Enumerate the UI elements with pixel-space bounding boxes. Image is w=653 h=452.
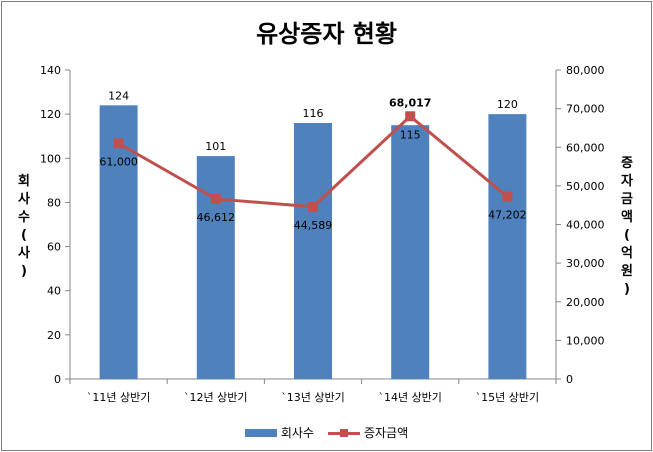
legend-item-companies[interactable]: 회사수 (244, 424, 314, 441)
y-right-tick-label: 60,000 (566, 141, 605, 154)
y-right-tick-label: 30,000 (566, 257, 605, 270)
line-value-label: 44,589 (294, 219, 333, 232)
line-point[interactable] (502, 191, 513, 202)
line-point[interactable] (405, 111, 416, 122)
legend-swatch-line (327, 428, 360, 438)
legend-label-amount: 증자금액 (363, 426, 409, 440)
y-left-tick-label: 40 (47, 285, 61, 298)
y-left-tick-label: 120 (40, 108, 61, 121)
y-right-tick-label: 80,000 (566, 64, 605, 77)
x-tick-label: `12년 상반기 (184, 391, 247, 404)
line-value-label: 46,612 (197, 211, 236, 224)
x-tick-label: `13년 상반기 (281, 391, 344, 404)
y-right-tick-label: 40,000 (566, 219, 605, 232)
y-right-tick-label: 70,000 (566, 103, 605, 116)
bar-value-label: 115 (400, 128, 421, 141)
bar-value-label: 124 (108, 89, 129, 102)
bar[interactable] (196, 156, 235, 379)
bar-value-label: 101 (205, 140, 226, 153)
legend-label-companies: 회사수 (280, 426, 314, 440)
line-point[interactable] (308, 201, 318, 212)
y-right-axis-title: 증 자 금 액(억 원) (621, 156, 633, 297)
y-right-tick-label: 50,000 (566, 180, 605, 193)
y-right-tick-label: 0 (566, 373, 573, 386)
bar-value-label: 120 (497, 98, 518, 111)
y-left-tick-label: 140 (40, 64, 61, 77)
y-left-tick-label: 60 (47, 241, 61, 254)
chart-title: 유상증자 현황 (256, 20, 397, 48)
y-right-tick-label: 10,000 (566, 334, 605, 347)
bar[interactable] (488, 114, 527, 380)
line-value-label: 47,202 (488, 209, 527, 222)
legend-swatch-bar (244, 428, 277, 437)
x-tick-label: `11년 상반기 (87, 391, 150, 404)
bar-value-label: 116 (303, 107, 324, 120)
bar[interactable] (294, 122, 332, 379)
y-left-tick-label: 0 (54, 373, 61, 386)
x-tick-label: `14년 상반기 (378, 391, 441, 404)
line-value-label: 61,000 (99, 155, 138, 168)
line-value-label: 68,017 (389, 96, 431, 109)
x-tick-label: `15년 상반기 (476, 391, 539, 404)
line-point[interactable] (113, 138, 124, 149)
line-point[interactable] (210, 193, 221, 204)
y-right-tick-label: 20,000 (566, 296, 605, 309)
legend: 회사수 증자금액 (0, 424, 653, 441)
bar[interactable] (391, 125, 430, 379)
y-left-tick-label: 20 (47, 329, 61, 342)
y-left-tick-label: 100 (40, 152, 61, 165)
y-left-axis-title: 회 사 수(사) (18, 173, 30, 279)
y-left-tick-label: 80 (47, 196, 61, 209)
legend-item-amount[interactable]: 증자금액 (327, 424, 409, 441)
